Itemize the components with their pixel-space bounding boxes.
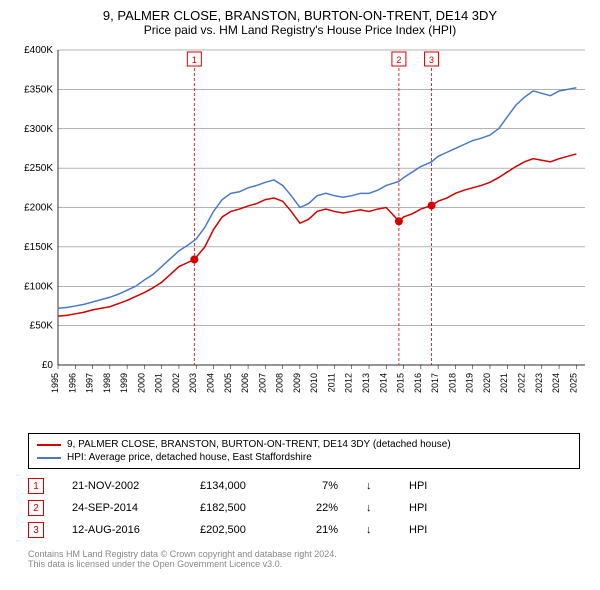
sale-price: £202,500 <box>200 524 270 536</box>
svg-text:1: 1 <box>192 55 197 65</box>
sale-row: 2 24-SEP-2014 £182,500 22% ↓ HPI <box>28 497 580 519</box>
svg-text:2012: 2012 <box>344 373 354 393</box>
svg-text:£150K: £150K <box>24 242 53 253</box>
page-subtitle: Price paid vs. HM Land Registry's House … <box>10 23 590 37</box>
svg-text:1999: 1999 <box>119 373 129 393</box>
sale-pct: 22% <box>298 502 338 514</box>
footer-attribution: Contains HM Land Registry data © Crown c… <box>28 549 580 569</box>
svg-text:2024: 2024 <box>551 373 561 393</box>
sale-date: 24-SEP-2014 <box>72 502 172 514</box>
svg-text:£50K: £50K <box>30 321 54 332</box>
legend: 9, PALMER CLOSE, BRANSTON, BURTON-ON-TRE… <box>28 433 580 469</box>
svg-text:£200K: £200K <box>24 203 53 214</box>
svg-text:2: 2 <box>396 55 401 65</box>
svg-text:2008: 2008 <box>275 373 285 393</box>
svg-text:2004: 2004 <box>206 373 216 393</box>
svg-text:3: 3 <box>429 55 434 65</box>
footer-line: Contains HM Land Registry data © Crown c… <box>28 549 580 559</box>
page-title: 9, PALMER CLOSE, BRANSTON, BURTON-ON-TRE… <box>10 8 590 23</box>
svg-text:£100K: £100K <box>24 281 53 292</box>
sale-pct: 7% <box>298 480 338 492</box>
svg-text:1998: 1998 <box>102 373 112 393</box>
sale-row: 3 12-AUG-2016 £202,500 21% ↓ HPI <box>28 519 580 541</box>
legend-label: 9, PALMER CLOSE, BRANSTON, BURTON-ON-TRE… <box>67 439 451 450</box>
svg-text:2023: 2023 <box>534 373 544 393</box>
sale-row: 1 21-NOV-2002 £134,000 7% ↓ HPI <box>28 475 580 497</box>
svg-text:1995: 1995 <box>50 373 60 393</box>
legend-swatch <box>37 444 61 446</box>
svg-text:2003: 2003 <box>188 373 198 393</box>
svg-text:2007: 2007 <box>257 373 267 393</box>
svg-text:2017: 2017 <box>430 373 440 393</box>
svg-text:2018: 2018 <box>447 373 457 393</box>
sale-marker-icon: 1 <box>28 478 44 494</box>
sale-pct: 21% <box>298 524 338 536</box>
down-arrow-icon: ↓ <box>366 524 381 536</box>
svg-text:£300K: £300K <box>24 124 53 135</box>
svg-text:1996: 1996 <box>67 373 77 393</box>
sale-date: 21-NOV-2002 <box>72 480 172 492</box>
sales-table: 1 21-NOV-2002 £134,000 7% ↓ HPI 2 24-SEP-2014 £1… <box>28 475 580 541</box>
svg-text:2015: 2015 <box>396 373 406 393</box>
sale-note: HPI <box>409 524 427 536</box>
sale-marker-icon: 3 <box>28 522 44 538</box>
svg-text:2016: 2016 <box>413 373 423 393</box>
svg-text:£0: £0 <box>42 360 54 371</box>
svg-text:2025: 2025 <box>568 373 578 393</box>
price-chart: £0 £50K £100K £150K £200K £250K £300K £350K £400… <box>10 45 590 425</box>
down-arrow-icon: ↓ <box>366 480 381 492</box>
svg-text:2001: 2001 <box>154 373 164 393</box>
legend-swatch <box>37 457 61 459</box>
sale-date: 12-AUG-2016 <box>72 524 172 536</box>
svg-text:2020: 2020 <box>482 373 492 393</box>
svg-text:2009: 2009 <box>292 373 302 393</box>
svg-text:2019: 2019 <box>465 373 475 393</box>
svg-text:2013: 2013 <box>361 373 371 393</box>
svg-text:2022: 2022 <box>517 373 527 393</box>
svg-text:2000: 2000 <box>136 373 146 393</box>
svg-text:1997: 1997 <box>85 373 95 393</box>
svg-text:2014: 2014 <box>378 373 388 393</box>
sale-note: HPI <box>409 502 427 514</box>
svg-text:£400K: £400K <box>24 45 53 56</box>
legend-label: HPI: Average price, detached house, East… <box>67 452 312 463</box>
svg-text:2005: 2005 <box>223 373 233 393</box>
svg-text:£350K: £350K <box>24 84 53 95</box>
down-arrow-icon: ↓ <box>366 502 381 514</box>
svg-text:2002: 2002 <box>171 373 181 393</box>
sale-price: £134,000 <box>200 480 270 492</box>
legend-row: HPI: Average price, detached house, East… <box>37 451 571 464</box>
svg-text:2010: 2010 <box>309 373 319 393</box>
svg-text:2021: 2021 <box>499 373 509 393</box>
svg-text:2011: 2011 <box>326 373 336 392</box>
legend-row: 9, PALMER CLOSE, BRANSTON, BURTON-ON-TRE… <box>37 438 571 451</box>
sale-marker-icon: 2 <box>28 500 44 516</box>
svg-text:2006: 2006 <box>240 373 250 393</box>
sale-price: £182,500 <box>200 502 270 514</box>
sale-note: HPI <box>409 480 427 492</box>
footer-line: This data is licensed under the Open Gov… <box>28 559 580 569</box>
svg-text:£250K: £250K <box>24 163 53 174</box>
